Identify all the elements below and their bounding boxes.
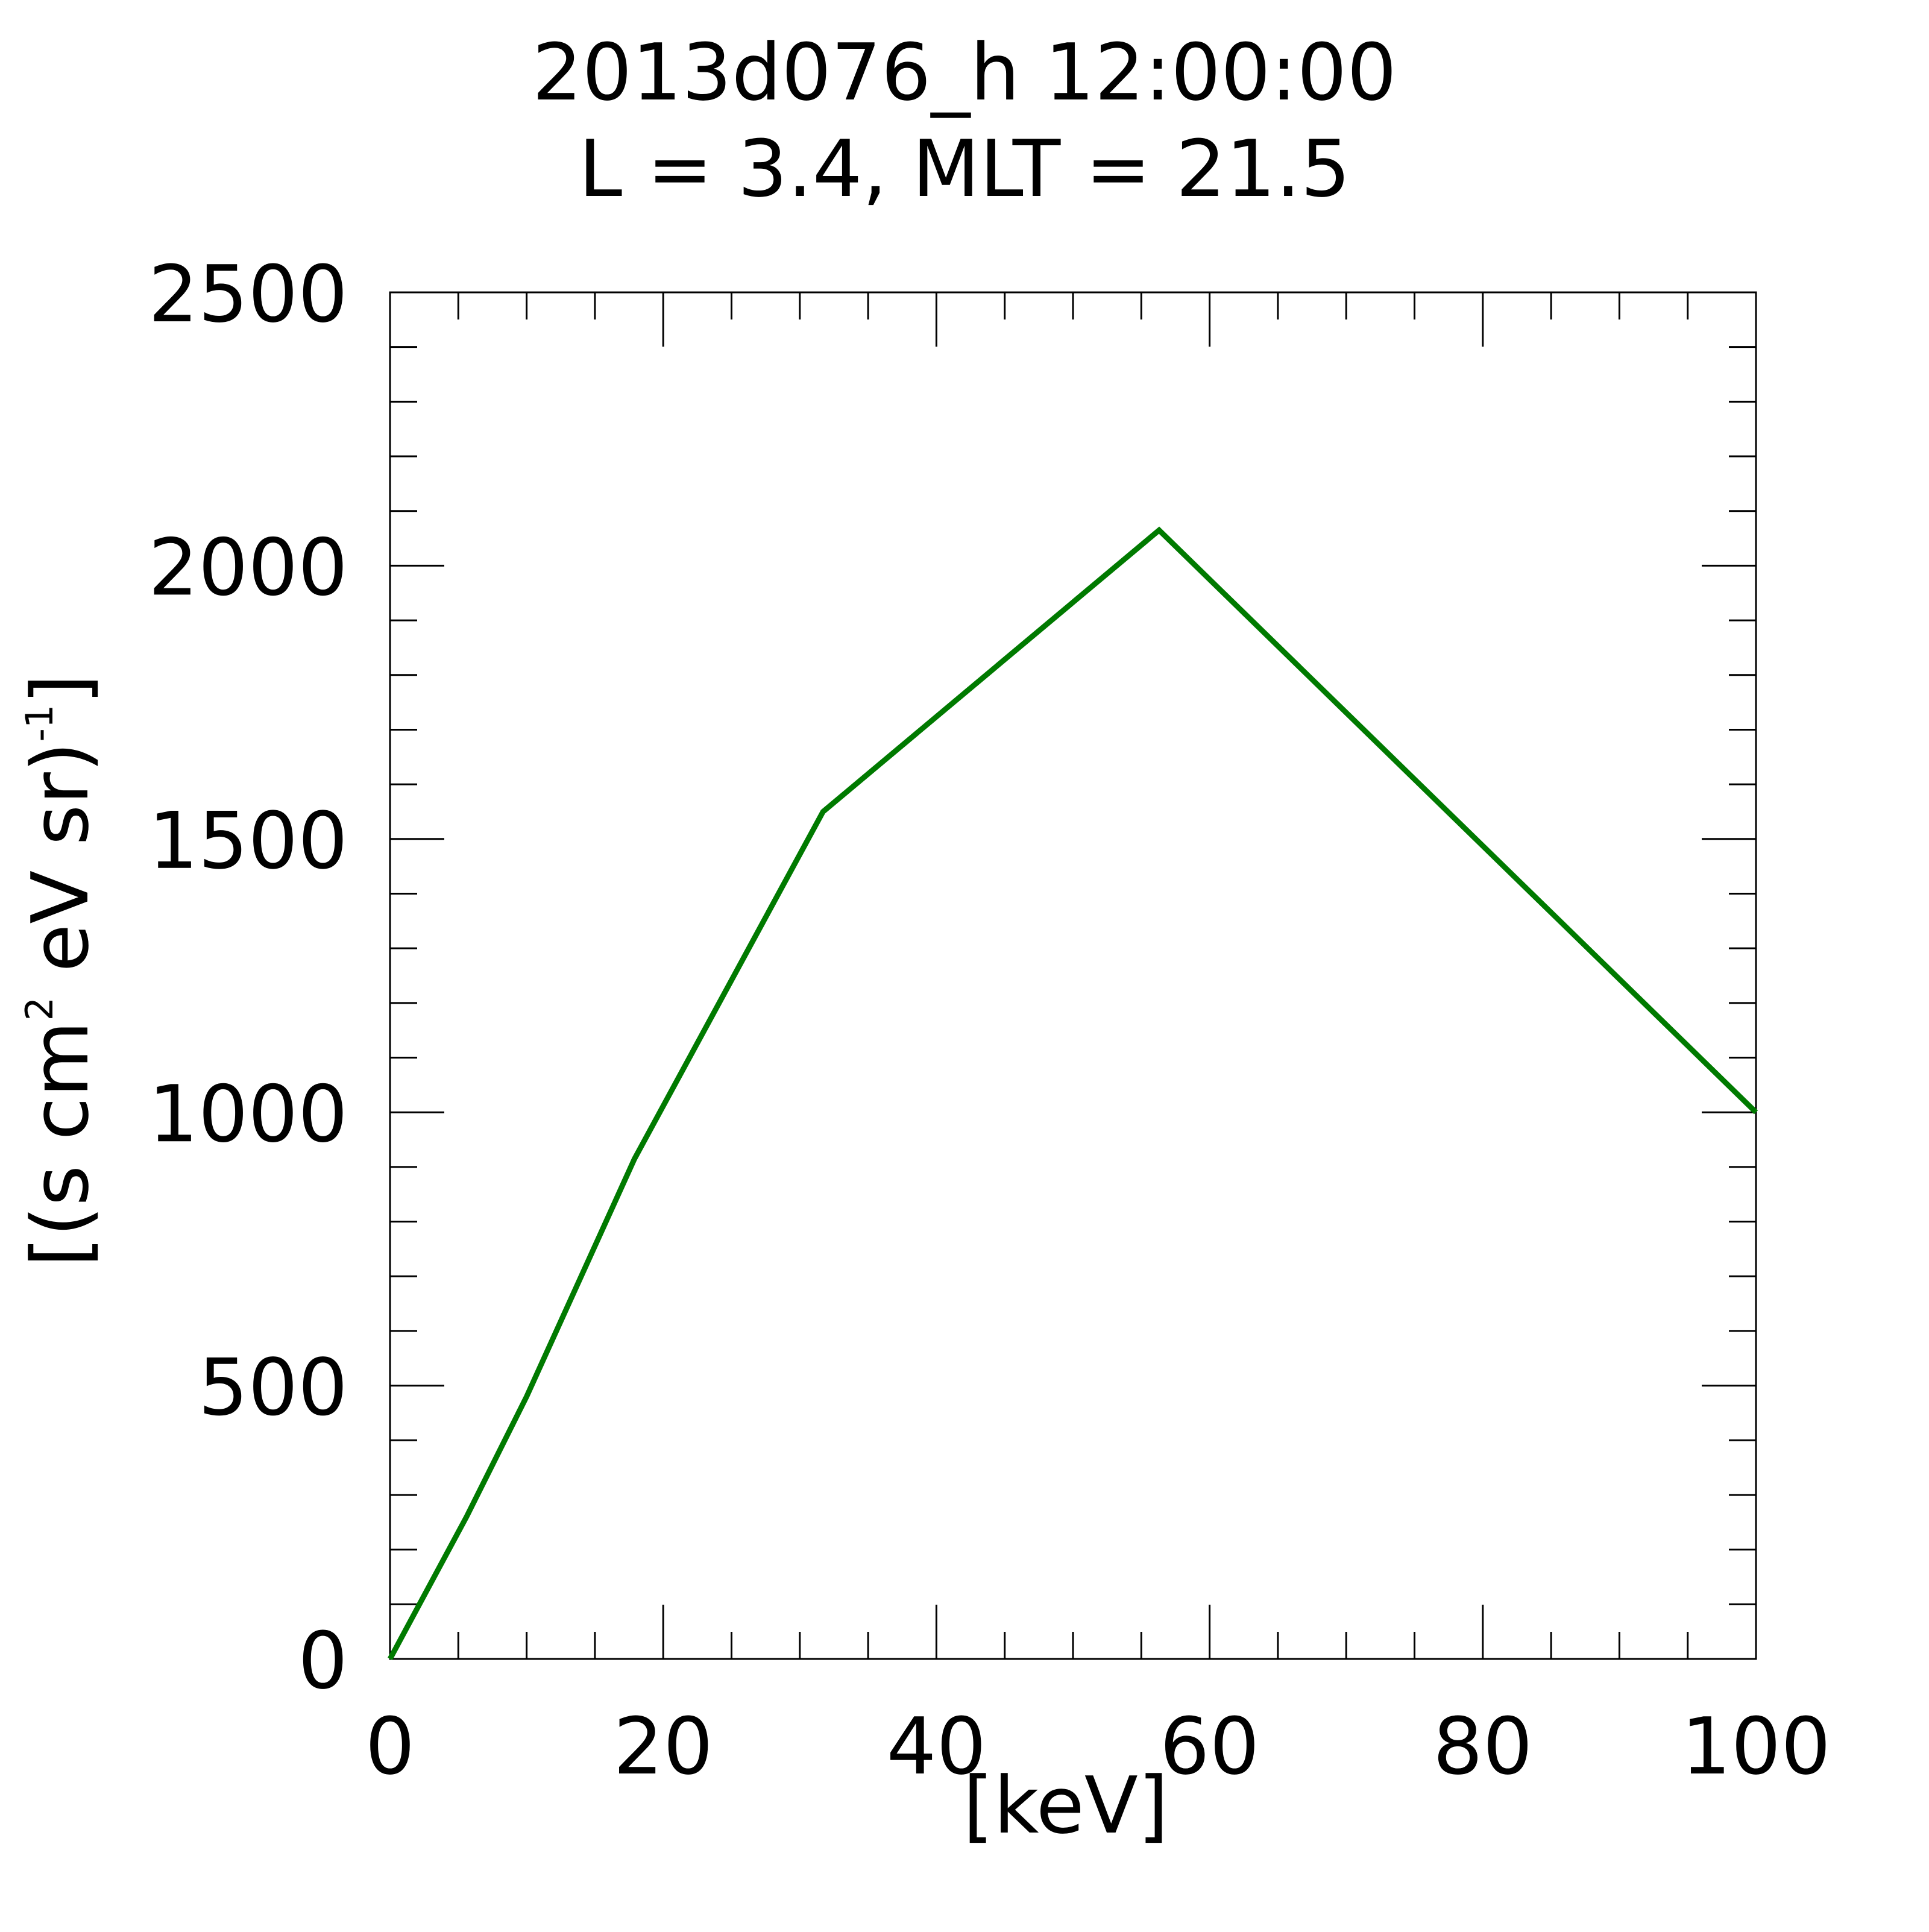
y-tick-label: 2000: [148, 521, 348, 613]
series-line: [388, 526, 1758, 1661]
y-axis-label: [(s cm2 eV sr)-1]: [14, 674, 106, 1267]
y-axis-label-part-3: ]: [14, 674, 106, 705]
chart-title-line-1: 2013d076_h 12:00:00: [532, 27, 1397, 118]
x-tick-label: 100: [1681, 1701, 1831, 1792]
y-tick-label: 1500: [148, 795, 348, 887]
plot-frame: [389, 291, 1757, 1660]
x-tick-label: 80: [1433, 1701, 1532, 1792]
y-tick-label: 500: [198, 1342, 348, 1433]
y-axis-label-part-2: eV sr): [14, 742, 106, 997]
x-tick-label: 20: [613, 1701, 713, 1792]
y-axis-label-part-1: [(s cm: [14, 1021, 106, 1267]
y-tick-label: 1000: [148, 1068, 348, 1160]
x-tick-label: 0: [365, 1701, 415, 1792]
y-axis-label-superscript-2: -1: [17, 705, 61, 742]
x-tick-label: 60: [1160, 1701, 1259, 1792]
x-tick-label: 40: [887, 1701, 986, 1792]
y-tick-label: 2500: [148, 248, 348, 340]
x-axis-label: [keV]: [963, 1760, 1169, 1851]
y-tick-label: 0: [298, 1615, 348, 1707]
y-axis-label-superscript-1: 2: [17, 997, 61, 1021]
chart-title-line-2: L = 3.4, MLT = 21.5: [579, 123, 1351, 215]
